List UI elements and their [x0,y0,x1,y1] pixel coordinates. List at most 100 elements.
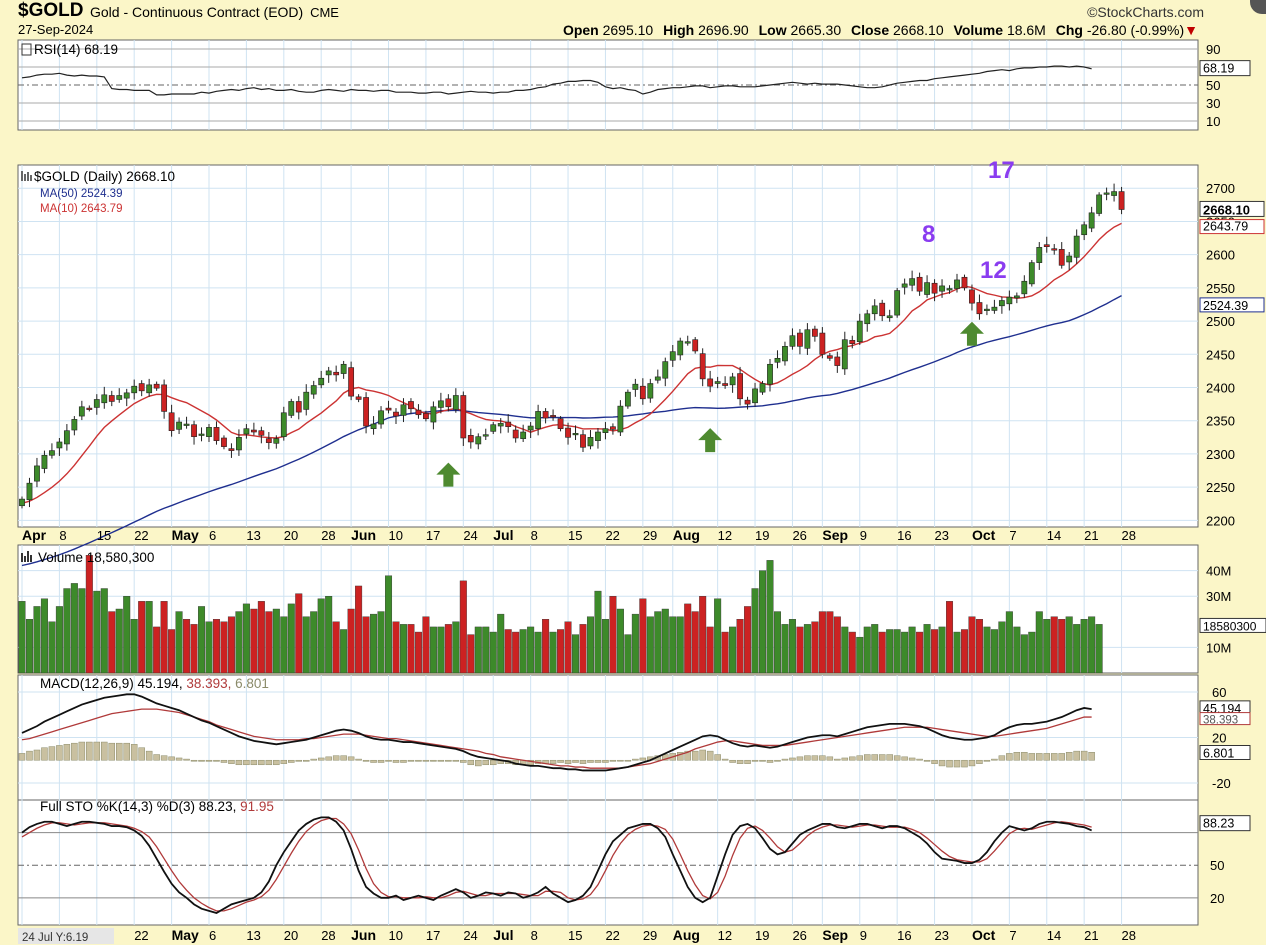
ma50-last-value: 2524.39 [1203,299,1248,313]
candle [931,282,938,294]
candle [280,412,287,437]
panel-price [17,164,1199,528]
x-tick-label: May [172,527,199,543]
macd-histogram-bar [1088,752,1095,761]
vol-last-value: 18580300 [1203,619,1257,633]
volume-bar [572,634,580,674]
candle [131,385,138,394]
volume-bar [699,596,707,674]
macd-histogram-bar [355,758,362,761]
volume-bar [123,596,131,674]
macd-histogram-bar [983,759,991,762]
macd-histogram-bar [923,759,931,762]
candle [26,482,33,501]
volume-bar [646,616,654,674]
x-tick-label: Jun [351,527,376,543]
macd-histogram-bar [662,754,669,761]
volume-bar [385,575,393,674]
macd-histogram-bar [1058,753,1065,761]
candle [1013,295,1020,299]
volume-bar [519,629,527,674]
volume-bar [759,570,767,674]
volume-bar [1035,611,1043,674]
volume-bar [766,560,774,674]
volume-bar [452,621,460,674]
volume-bar [489,631,497,674]
macd-legend-main: MACD(12,26,9) 45.194, [40,676,183,691]
price-y-tick: 2250 [1206,480,1235,495]
x-tick-label: 20 [284,928,298,943]
macd-histogram-bar [961,759,968,768]
sto-y-tick: 20 [1210,891,1224,906]
signal-last-value: 38.393 [1203,715,1238,727]
macd-histogram-bar [564,759,572,764]
price-panel-icon [21,171,32,181]
candle [572,433,579,436]
volume-bar [93,590,101,674]
vol-y-tick: 40M [1206,564,1231,579]
volume-bar [392,621,400,674]
volume-bar [1050,616,1058,674]
x-tick-label: 28 [1122,928,1136,943]
macd-histogram-bar [721,758,729,761]
macd-histogram-bar [213,759,220,762]
sto-y-tick: 50 [1210,858,1224,873]
candle [303,391,310,410]
volume-value: 18.6M [1006,22,1046,38]
macd-histogram-bar [1080,750,1088,761]
x-tick-label: Aug [673,527,700,543]
macd-histogram-bar [953,759,961,768]
open-label: Open [562,22,599,38]
candle [116,395,123,400]
volume-bar [100,588,108,674]
ticker-description: Gold - Continuous Contract (EOD) CME [90,4,339,20]
ma10-last-value: 2643.79 [1203,220,1248,234]
close-icon[interactable] [1250,0,1266,14]
macd-histogram-bar [310,758,317,761]
macd-histogram-bar [153,754,160,761]
hist-last-value: 6.801 [1203,746,1234,760]
candle [849,340,856,344]
rsi-y-tick: 30 [1206,96,1220,111]
volume-bar [631,613,639,674]
volume-bar [557,629,565,674]
candle [737,373,743,400]
macd-histogram-bar [774,759,781,762]
ma10-legend: MA(10) 2643.79 [40,203,122,215]
volume-bar [70,583,78,674]
x-tick-label: 12 [718,528,732,543]
candle [998,300,1005,307]
vol-last-box [1199,617,1266,633]
volume-bar [257,601,265,674]
open-value: 2695.10 [602,22,654,38]
macd-histogram-bar [86,741,93,761]
volume-bar [639,598,647,674]
x-tick-label: Sep [822,927,848,943]
x-tick-label: 29 [643,528,657,543]
candle [153,383,160,389]
volume-legend: Volume 18,580,300 [38,550,154,565]
volume-bar [564,621,572,674]
x-tick-label: 22 [605,928,619,943]
price-y-tick: 2400 [1206,381,1235,396]
candle [475,436,482,445]
volume-bar [1043,619,1051,674]
volume-bar [198,606,206,674]
macd-histogram-bar [475,759,482,767]
brand-text[interactable]: ©StockCharts.com [1087,4,1204,20]
macd-histogram-bar [699,749,706,761]
macd-histogram-bar [1050,753,1058,761]
x-tick-label: 19 [755,528,769,543]
macd-histogram-bar [295,759,303,762]
candle [834,356,841,366]
macd-histogram-bar [998,755,1006,761]
ma10-last-box [1199,219,1265,235]
macd-histogram-bar [33,749,41,761]
candle [1073,235,1080,258]
x-tick-label: 23 [935,928,949,943]
macd-histogram-bar [751,759,759,762]
volume-bar [407,624,415,674]
macd-histogram-bar [108,742,116,761]
